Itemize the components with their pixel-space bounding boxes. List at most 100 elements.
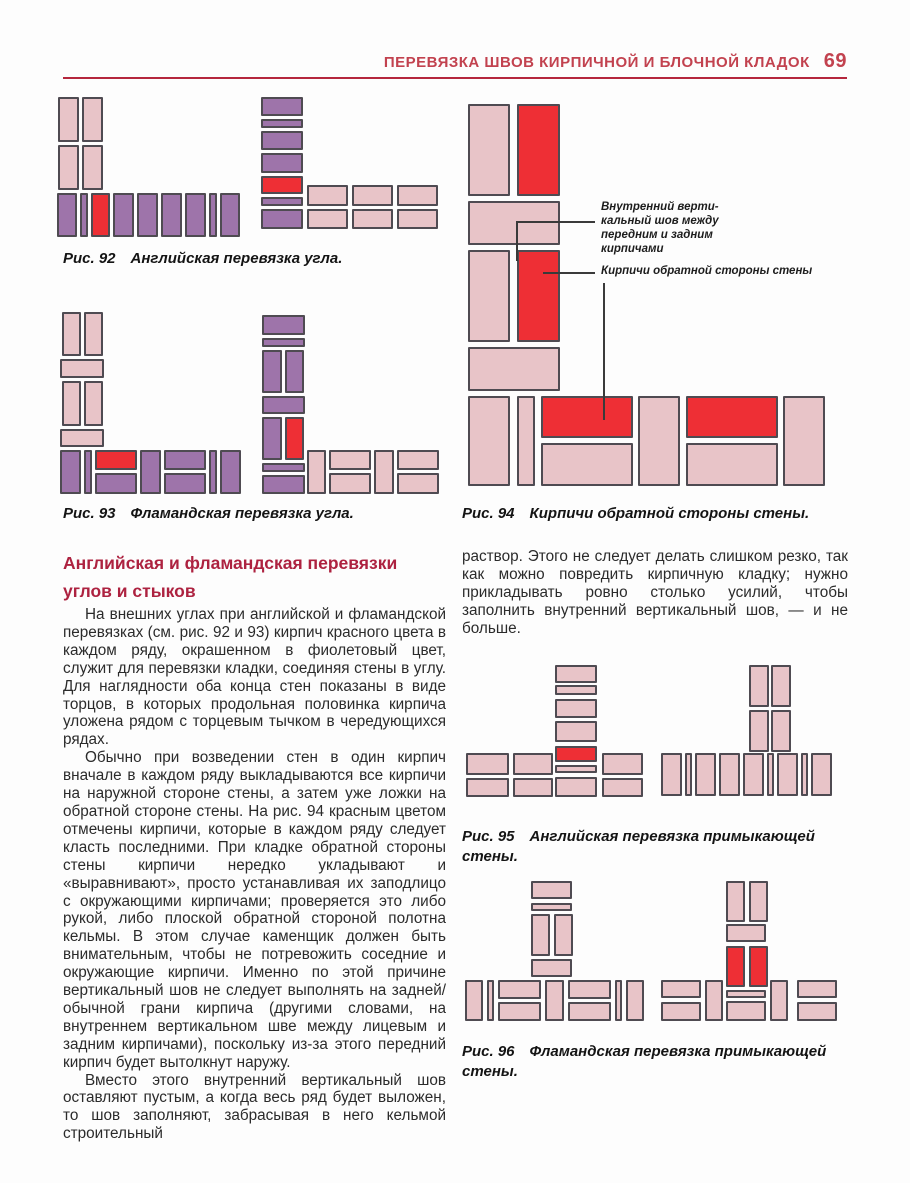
running-header-title: ПЕРЕВЯЗКА ШВОВ КИРПИЧНОЙ И БЛОЧНОЙ КЛАДО… [383,54,810,71]
brick [749,881,768,922]
figure-92-caption: Рис. 92 Английская перевязка угла. [63,249,443,269]
brick [209,450,217,494]
brick [743,753,764,796]
brick [554,914,573,956]
text-column-right: раствор. Этого не следует делать слишком… [462,548,848,638]
brick [84,450,92,494]
brick [307,209,348,229]
brick [468,347,560,391]
brick [91,193,110,237]
text-column-left: На внешних углах при английской и фламан… [63,606,446,1143]
brick [397,473,439,494]
brick [487,980,494,1021]
brick [555,665,597,683]
brick [262,315,305,335]
brick [517,104,560,196]
brick [95,450,137,470]
brick [84,381,103,426]
brick [517,396,535,486]
figure-96-left-diagram [465,880,644,1021]
brick [209,193,217,237]
brick [329,473,371,494]
brick [352,185,393,206]
brick [695,753,716,796]
brick [60,429,104,447]
brick [749,946,768,987]
brick [541,396,633,438]
leader-line [516,221,518,261]
brick [498,1002,541,1021]
figure-94-diagram: Внутренний верти- кальный шов между пере… [468,104,850,486]
brick [513,753,553,775]
brick [541,443,633,486]
leader-line [517,221,595,223]
figure-94-caption-text: Кирпичи обратной стороны стены. [529,505,810,522]
brick [285,350,304,393]
brick [140,450,161,494]
brick [261,131,303,150]
figure-93-caption-label: Рис. 93 [63,505,116,522]
leader-line [603,283,605,420]
brick [686,443,778,486]
brick [62,381,81,426]
brick [374,450,394,494]
brick [82,97,103,142]
brick [531,959,572,977]
brick [164,473,206,494]
brick [749,665,769,707]
brick [513,778,553,797]
brick [726,946,745,987]
brick [555,685,597,695]
brick [262,396,305,414]
brick [555,777,597,797]
brick [555,699,597,718]
brick [545,980,564,1021]
brick [726,881,745,922]
brick [262,350,282,393]
brick [771,710,791,752]
brick [705,980,723,1021]
figure-92-caption-label: Рис. 92 [63,250,116,267]
brick [261,209,303,229]
brick [749,710,769,752]
brick [466,778,509,797]
brick [726,924,766,942]
brick [801,753,808,796]
brick [661,1002,701,1021]
figure-96-caption-label: Рис. 96 [462,1043,515,1060]
brick [261,119,303,128]
brick [261,97,303,116]
brick [531,881,572,899]
figure-93-caption-text: Фламандская перевязка угла. [130,505,354,522]
brick [555,746,597,762]
brick [329,450,371,470]
brick [568,1002,611,1021]
brick [352,209,393,229]
brick [685,753,692,796]
brick [220,450,241,494]
brick [531,914,550,956]
brick [602,778,643,797]
brick [555,721,597,742]
brick [82,145,103,190]
figure-95-left-diagram [466,663,643,797]
figure-95-caption-label: Рис. 95 [462,828,515,845]
brick [626,980,644,1021]
brick [62,312,81,356]
figure-95-right-diagram [661,663,832,796]
brick [517,250,560,342]
brick [767,753,774,796]
body-paragraph: Обычно при возведении стен в один кирпич… [63,749,446,1071]
brick [307,450,326,494]
brick [498,980,541,999]
brick [58,145,79,190]
brick [137,193,158,237]
leader-line [543,272,595,274]
brick [811,753,832,796]
brick [57,193,77,237]
brick [161,193,182,237]
brick [531,903,572,911]
figure-96-caption: Рис. 96 Фламандская перевязка примыкающей… [462,1042,837,1082]
figure-95-caption: Рис. 95 Английская перевязка примыкающей … [462,827,837,867]
figure-95-caption-text: Английская перевязка примыкающей стены. [462,828,815,865]
